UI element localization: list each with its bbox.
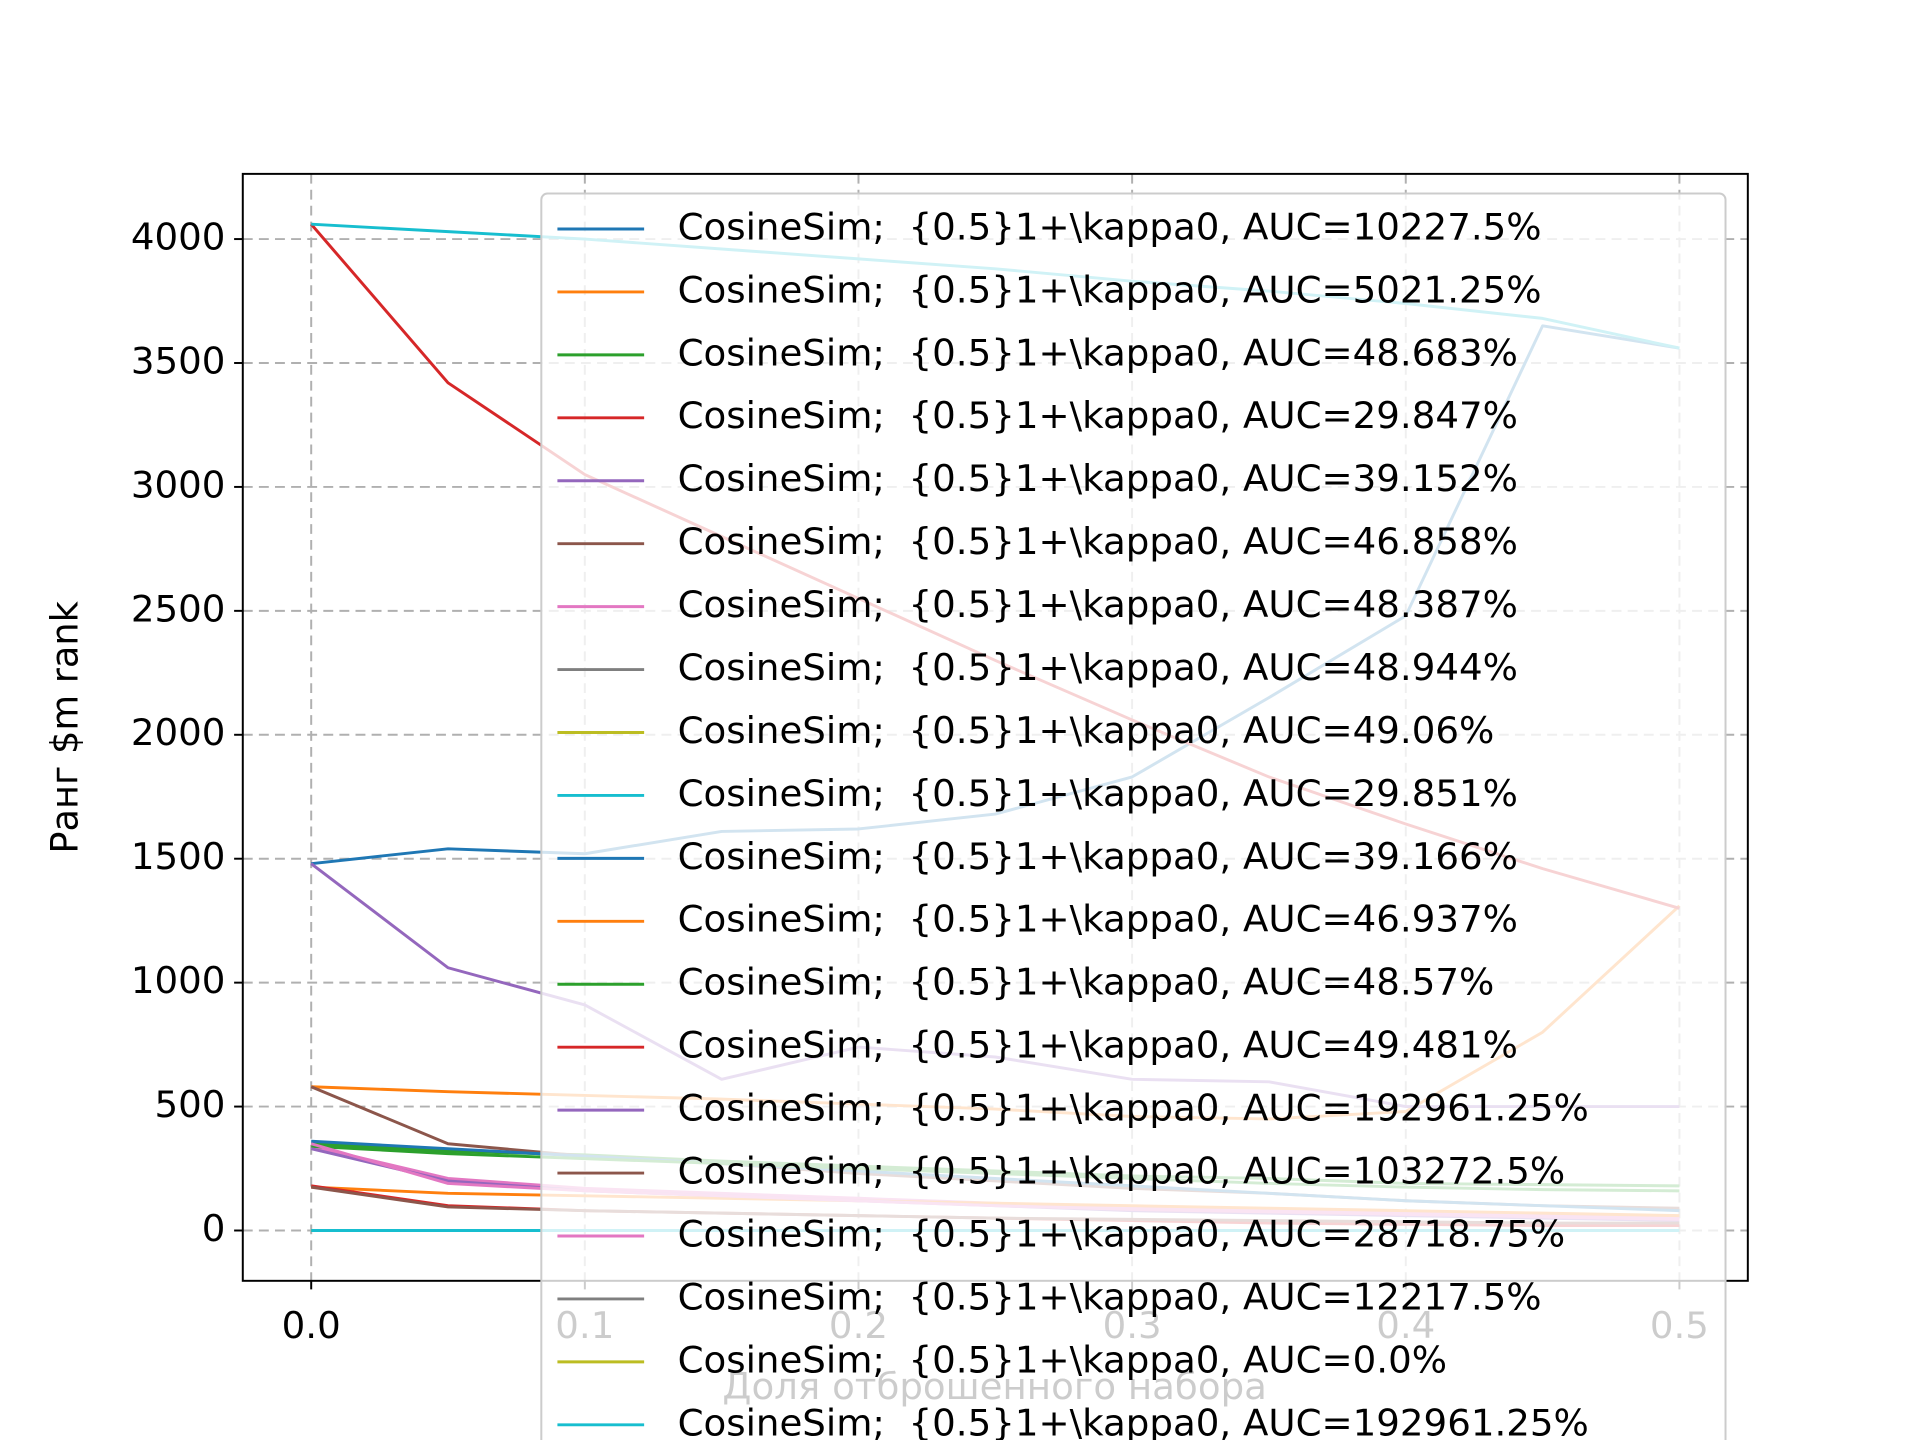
y-tick-label: 3000 — [131, 464, 226, 507]
legend-label: CosineSim; {0.5}1+\kappa0, AUC=0.0% — [678, 1339, 1447, 1382]
y-tick-label: 0 — [202, 1207, 226, 1250]
legend-label: CosineSim; {0.5}1+\kappa0, AUC=103272.5% — [678, 1150, 1566, 1193]
legend-label: CosineSim; {0.5}1+\kappa0, AUC=29.851% — [678, 772, 1518, 815]
legend-label: CosineSim; {0.5}1+\kappa0, AUC=48.387% — [678, 583, 1518, 626]
legend-label: CosineSim; {0.5}1+\kappa0, AUC=48.57% — [678, 961, 1495, 1004]
legend-label: CosineSim; {0.5}1+\kappa0, AUC=10227.5% — [678, 206, 1542, 249]
y-tick-label: 2000 — [131, 711, 226, 754]
legend-label: CosineSim; {0.5}1+\kappa0, AUC=28718.75% — [678, 1213, 1566, 1256]
legend-label: CosineSim; {0.5}1+\kappa0, AUC=39.166% — [678, 835, 1518, 878]
legend-label: CosineSim; {0.5}1+\kappa0, AUC=12217.5% — [678, 1276, 1542, 1319]
legend-label: CosineSim; {0.5}1+\kappa0, AUC=5021.25% — [678, 269, 1542, 312]
y-tick-label: 1500 — [131, 835, 226, 878]
y-tick-label: 4000 — [131, 216, 226, 259]
legend-label: CosineSim; {0.5}1+\kappa0, AUC=48.944% — [678, 646, 1518, 689]
y-tick-label: 2500 — [131, 587, 226, 630]
legend-label: CosineSim; {0.5}1+\kappa0, AUC=49.481% — [678, 1024, 1518, 1067]
x-tick-label: 0.0 — [282, 1304, 341, 1347]
y-tick-label: 1000 — [131, 959, 226, 1002]
y-tick-label: 3500 — [131, 340, 226, 383]
legend-label: CosineSim; {0.5}1+\kappa0, AUC=48.683% — [678, 331, 1518, 374]
legend-label: CosineSim; {0.5}1+\kappa0, AUC=46.937% — [678, 898, 1518, 941]
y-axis-label: Ранг $m rank — [43, 600, 86, 853]
legend-label: CosineSim; {0.5}1+\kappa0, AUC=49.06% — [678, 709, 1495, 752]
legend-label: CosineSim; {0.5}1+\kappa0, AUC=192961.25… — [678, 1087, 1589, 1130]
legend-label: CosineSim; {0.5}1+\kappa0, AUC=192961.25… — [678, 1401, 1589, 1440]
legend-label: CosineSim; {0.5}1+\kappa0, AUC=29.847% — [678, 394, 1518, 437]
y-tick-label: 500 — [155, 1083, 226, 1126]
legend-label: CosineSim; {0.5}1+\kappa0, AUC=39.152% — [678, 457, 1518, 500]
legend-box — [540, 192, 1727, 1440]
legend-label: CosineSim; {0.5}1+\kappa0, AUC=46.858% — [678, 520, 1518, 563]
legend: CosineSim; {0.5}1+\kappa0, AUC=10227.5% C… — [540, 192, 1727, 1440]
